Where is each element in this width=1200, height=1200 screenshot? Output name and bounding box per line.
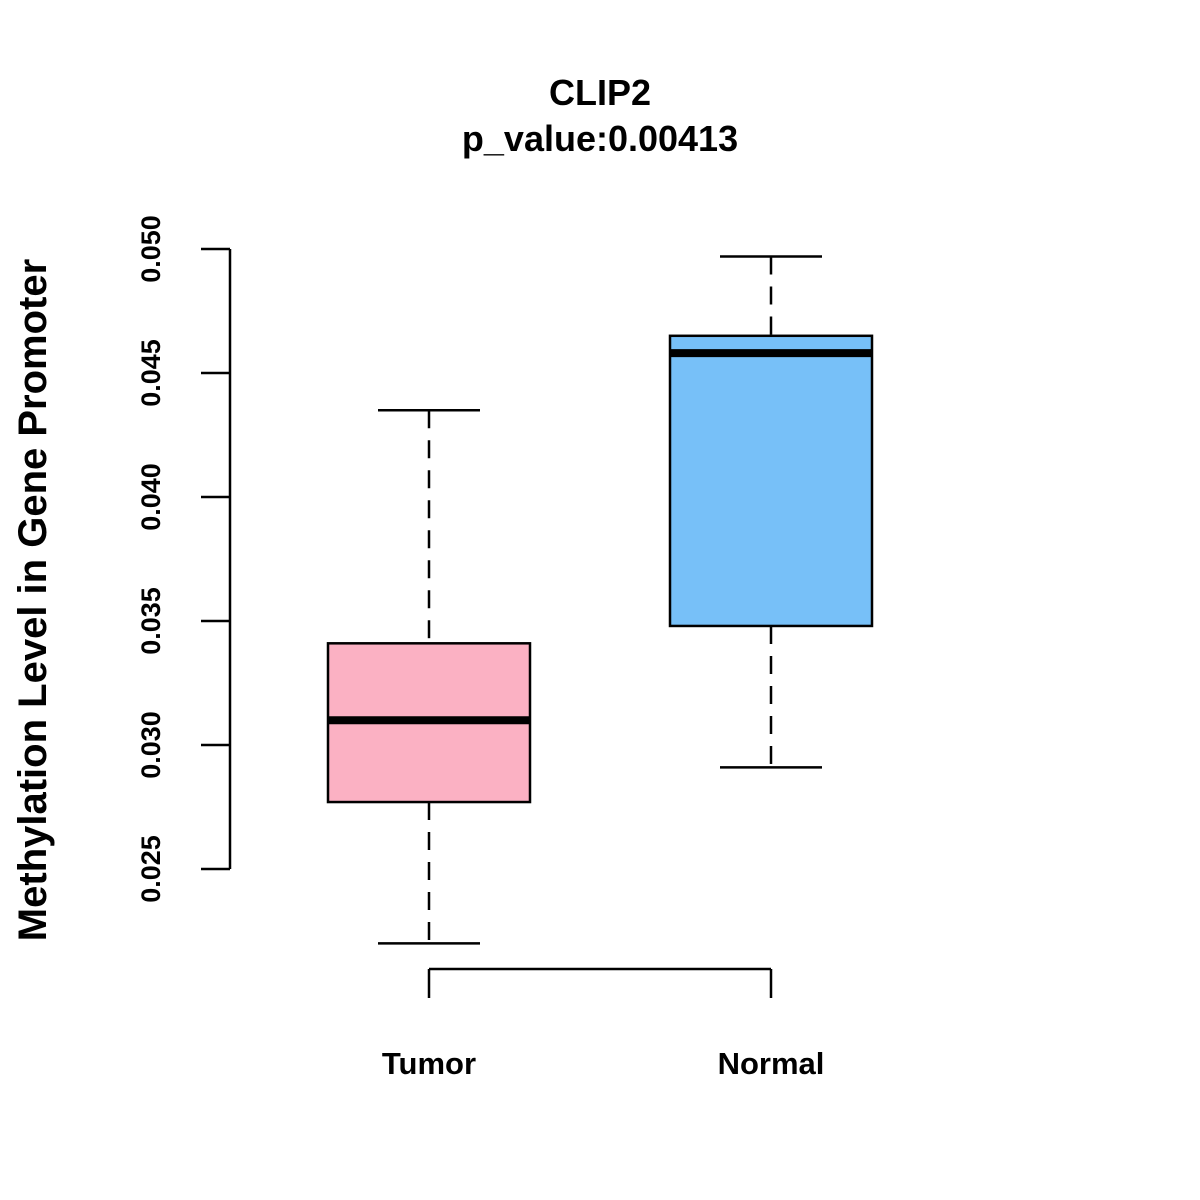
y-tick-label: 0.025	[136, 835, 166, 903]
boxes	[326, 255, 874, 945]
y-tick-label: 0.030	[136, 711, 166, 779]
y-axis-label: Methylation Level in Gene Promoter	[11, 259, 55, 941]
box-normal	[668, 255, 874, 769]
box-tumor	[326, 408, 532, 945]
y-tick-label: 0.045	[136, 339, 166, 407]
y-tick-label: 0.040	[136, 463, 166, 531]
x-axis: Tumor Normal	[382, 967, 825, 1081]
x-tick-label-tumor: Tumor	[382, 1046, 476, 1081]
x-tick-label-normal: Normal	[718, 1046, 825, 1081]
y-tick-label: 0.035	[136, 587, 166, 655]
iqr-box	[668, 334, 874, 628]
chart-subtitle: p_value:0.00413	[462, 118, 738, 159]
y-axis: 0.025 0.030 0.035 0.040 0.045 0.050	[136, 215, 232, 903]
chart-title: CLIP2	[549, 72, 651, 113]
y-tick-label: 0.050	[136, 215, 166, 283]
